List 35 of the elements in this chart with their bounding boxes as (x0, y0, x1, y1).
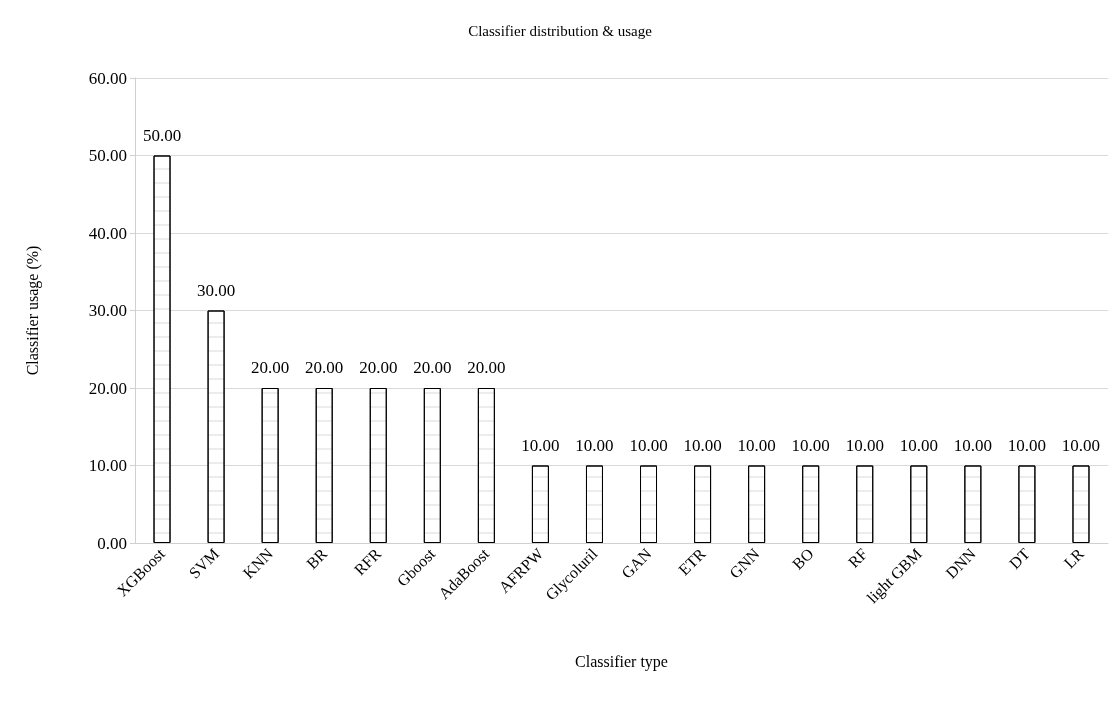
data-label: 10.00 (575, 435, 614, 455)
x-tick-label: BO (788, 544, 817, 573)
data-label: 20.00 (413, 358, 452, 377)
y-tick-label: 50.00 (88, 146, 127, 165)
y-tick-label: 20.00 (88, 378, 127, 398)
data-label: 20.00 (305, 358, 344, 377)
data-label: 10.00 (737, 435, 776, 455)
data-label: 10.00 (1007, 435, 1047, 455)
y-tick-label: 40.00 (88, 223, 127, 243)
x-tick-label: ETR (675, 544, 709, 579)
y-axis-title: Classifier usage (%) (23, 245, 42, 376)
data-label: 20.00 (467, 358, 506, 377)
data-label: 10.00 (791, 435, 830, 455)
x-axis-title: Classifier type (575, 652, 668, 671)
data-label: 10.00 (683, 435, 722, 455)
x-tick-label: RF (844, 544, 871, 571)
data-label: 10.00 (1061, 435, 1101, 455)
y-tick-label: 60.00 (88, 68, 127, 88)
y-tick-label: 0.00 (97, 533, 127, 553)
data-label: 30.00 (196, 280, 236, 300)
data-label: 10.00 (899, 435, 938, 455)
chart-title: Classifier distribution & usage (468, 22, 653, 39)
data-label: 10.00 (845, 435, 884, 455)
data-label: 50.00 (142, 125, 182, 145)
x-tick-label: LR (1060, 544, 1088, 572)
y-tick-label: 10.00 (88, 456, 127, 475)
data-label: 10.00 (629, 435, 668, 455)
y-tick-label: 30.00 (88, 301, 127, 320)
data-label: 10.00 (521, 435, 560, 455)
x-tick-label: RFR (350, 544, 385, 579)
data-label: 10.00 (953, 435, 992, 455)
data-label: 20.00 (251, 358, 290, 377)
x-tick-label: BR (303, 544, 331, 573)
data-label: 20.00 (359, 358, 398, 377)
x-tick-label: DT (1005, 544, 1034, 573)
